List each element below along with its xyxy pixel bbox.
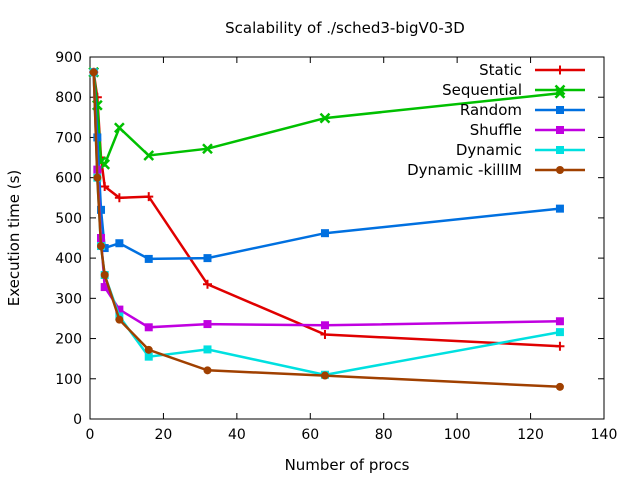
x-axis-label: Number of procs [285, 456, 410, 474]
point-marker [555, 317, 564, 326]
point-marker [320, 330, 330, 340]
point-marker [100, 271, 109, 280]
plot-frame [89, 56, 605, 420]
point-marker [556, 146, 564, 154]
point-marker [554, 84, 566, 96]
point-marker [555, 204, 564, 213]
point-marker [203, 254, 212, 263]
point-marker [555, 341, 565, 351]
point-marker [99, 159, 111, 170]
point-marker [97, 205, 106, 214]
point-marker [93, 173, 102, 182]
x-tick-label: 80 [375, 427, 393, 443]
point-marker [203, 366, 212, 375]
legend-label: Random [460, 101, 522, 119]
y-tick-label: 0 [73, 412, 82, 428]
point-marker [203, 320, 212, 329]
point-marker [100, 283, 109, 292]
point-marker [144, 254, 153, 263]
point-marker [320, 229, 329, 238]
point-marker [144, 352, 153, 361]
point-marker [115, 239, 124, 248]
y-tick-label: 100 [55, 372, 82, 388]
point-marker [114, 193, 124, 203]
point-marker [202, 143, 213, 155]
y-tick-label: 300 [55, 291, 82, 307]
chart-title: Scalability of ./sched3-bigV0-3D [225, 19, 465, 37]
y-tick-label: 800 [55, 90, 82, 106]
y-tick-label: 500 [55, 211, 82, 227]
legend-label: Dynamic -killIM [407, 161, 522, 179]
point-marker [115, 315, 124, 324]
point-marker [97, 242, 106, 251]
y-tick-label: 400 [55, 251, 82, 267]
series-dynamic-killim [89, 68, 564, 391]
x-tick-label: 140 [591, 427, 618, 443]
point-marker [556, 106, 564, 114]
point-marker [144, 323, 153, 332]
point-marker [556, 166, 564, 174]
y-tick-label: 900 [55, 50, 82, 66]
point-marker [143, 150, 155, 161]
point-marker [320, 321, 329, 330]
point-marker [555, 382, 564, 391]
point-marker [100, 182, 110, 192]
point-marker [319, 112, 331, 124]
y-tick-label: 600 [55, 171, 82, 187]
point-marker [89, 68, 98, 77]
point-marker [555, 328, 564, 337]
legend-label: Static [479, 61, 522, 79]
point-marker [115, 305, 124, 314]
point-marker [203, 345, 212, 354]
point-marker [202, 279, 212, 289]
point-marker [144, 192, 154, 202]
axis-ticks: 0 20 40 60 80 100 120 140 0 100 200 300 400 500 600 700… [55, 50, 617, 443]
y-tick-label: 200 [55, 332, 82, 348]
x-tick-label: 60 [301, 427, 319, 443]
point-marker [555, 65, 565, 75]
legend: Static Sequential Random Shuffle Dynamic Dyna… [407, 61, 585, 179]
legend-label: Sequential [442, 81, 522, 99]
point-marker [113, 122, 125, 134]
x-tick-label: 40 [228, 427, 246, 443]
point-marker [556, 126, 564, 134]
y-axis-label: Execution time (s) [5, 170, 23, 307]
legend-label: Shuffle [470, 121, 522, 139]
x-tick-label: 120 [517, 427, 544, 443]
legend-label: Dynamic [456, 141, 522, 159]
x-tick-label: 20 [155, 427, 173, 443]
point-marker [320, 371, 329, 380]
point-marker [144, 345, 153, 354]
series-layer [88, 66, 566, 391]
y-tick-label: 700 [55, 130, 82, 146]
x-tick-label: 100 [444, 427, 471, 443]
x-tick-label: 0 [86, 427, 95, 443]
